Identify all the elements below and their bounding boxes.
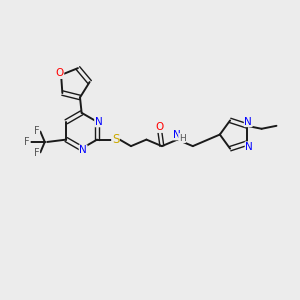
Text: N: N bbox=[173, 130, 181, 140]
Text: N: N bbox=[95, 117, 102, 127]
Text: H: H bbox=[179, 134, 185, 142]
Text: S: S bbox=[112, 133, 119, 146]
Text: F: F bbox=[24, 137, 30, 147]
Text: N: N bbox=[244, 117, 252, 127]
Text: F: F bbox=[34, 148, 40, 158]
Text: N: N bbox=[245, 142, 253, 152]
Text: O: O bbox=[155, 122, 163, 132]
Text: F: F bbox=[34, 126, 40, 136]
Text: N: N bbox=[79, 145, 87, 155]
Text: O: O bbox=[56, 68, 64, 78]
